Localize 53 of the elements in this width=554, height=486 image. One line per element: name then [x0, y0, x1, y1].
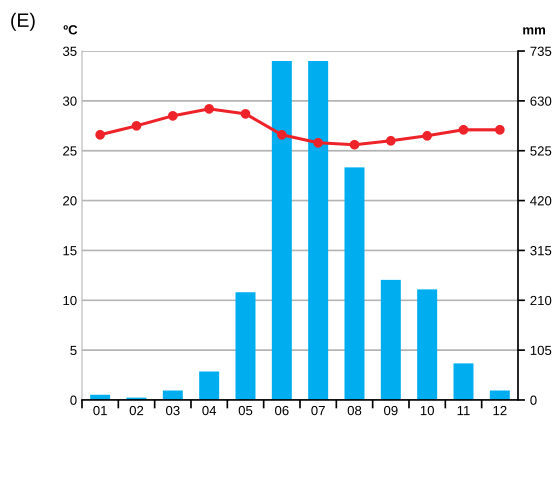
bar — [236, 292, 256, 400]
point — [95, 130, 106, 140]
y2-axis-title: mm — [523, 27, 545, 34]
x-tick-label: 06 — [275, 406, 289, 416]
bar — [454, 363, 474, 400]
point — [240, 108, 250, 119]
point — [276, 130, 287, 140]
point — [204, 104, 214, 114]
point — [350, 140, 360, 150]
x-tick-label: 07 — [311, 406, 325, 416]
point — [168, 110, 178, 121]
x-tick-label: 11 — [458, 406, 470, 416]
bar — [199, 371, 220, 400]
point — [422, 130, 432, 141]
y2-tick-label: 525 — [530, 146, 552, 156]
y-tick-label: 30 — [62, 96, 77, 106]
y2-tick-label: 0 — [530, 396, 537, 405]
point — [132, 120, 142, 131]
point — [386, 136, 396, 146]
x-tick-label: 08 — [348, 406, 362, 416]
bar — [272, 61, 292, 400]
bar — [380, 280, 401, 400]
x-tick-label: 03 — [166, 406, 180, 416]
y-tick-label: 5 — [70, 346, 77, 356]
y-tick-label: 15 — [63, 246, 77, 256]
point — [494, 124, 505, 135]
x-tick-label: 01 — [93, 406, 107, 416]
x-tick-label: 12 — [493, 406, 506, 416]
y2-tick-label: 420 — [530, 196, 552, 206]
y-tick-label: 10 — [63, 296, 77, 306]
x-tick-label: 10 — [420, 406, 434, 416]
x-tick-label: 02 — [130, 406, 144, 416]
x-tick-label: 04 — [202, 406, 216, 416]
bar — [162, 390, 183, 400]
text: (E) — [11, 12, 35, 31]
y-axis-title: ºC — [64, 25, 78, 34]
y-tick-label: 0 — [70, 396, 77, 405]
y-tick-label: 20 — [63, 196, 77, 206]
y2-tick-label: 630 — [530, 96, 552, 106]
bar — [344, 167, 364, 400]
bar — [417, 289, 438, 400]
point — [458, 124, 468, 135]
y-tick-label: 35 — [62, 46, 77, 56]
y2-tick-label: 105 — [530, 346, 552, 356]
y2-tick-label: 315 — [530, 246, 552, 256]
y2-tick-label: 210 — [530, 296, 552, 306]
bar — [308, 61, 328, 400]
point — [313, 138, 324, 148]
x-tick-label: 05 — [238, 406, 252, 416]
y-tick-label: 25 — [63, 146, 77, 156]
x-tick-label: 09 — [384, 406, 398, 416]
y2-tick-label: 735 — [530, 46, 552, 56]
bar — [490, 390, 510, 400]
